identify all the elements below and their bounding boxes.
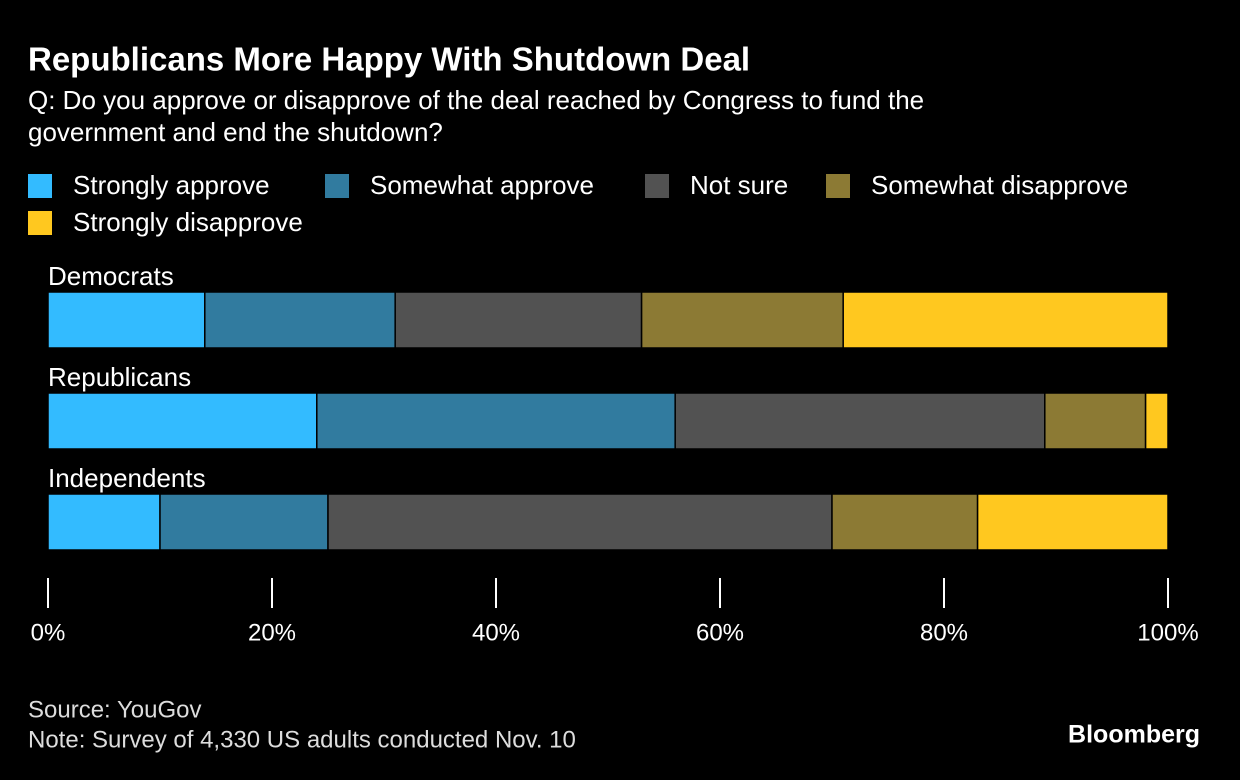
bar-segment — [47, 392, 318, 450]
note: Note: Survey of 4,330 US adults conducte… — [28, 726, 576, 753]
category-label: Republicans — [48, 362, 191, 392]
bar-segment — [204, 291, 396, 349]
subtitle: government and end the shutdown? — [28, 117, 443, 147]
bar-segment — [640, 291, 844, 349]
bar-segment — [47, 493, 161, 551]
bar-segment — [159, 493, 329, 551]
legend-label: Somewhat approve — [370, 170, 594, 200]
bar-segment — [394, 291, 643, 349]
legend-label: Not sure — [690, 170, 788, 200]
bar-segment — [831, 493, 979, 551]
bar-segment — [1144, 392, 1169, 450]
bar-segment — [976, 493, 1169, 551]
legend-label: Strongly disapprove — [73, 207, 303, 237]
bar-segment — [327, 493, 833, 551]
bar-segment — [842, 291, 1169, 349]
legend-swatch — [325, 174, 349, 198]
bar-segment — [47, 291, 206, 349]
chart-title: Republicans More Happy With Shutdown Dea… — [28, 41, 750, 78]
x-tick-label: 80% — [920, 619, 968, 646]
category-label: Independents — [48, 463, 206, 493]
bar-segment — [1044, 392, 1147, 450]
bar-segment — [316, 392, 676, 450]
legend-label: Strongly approve — [73, 170, 270, 200]
legend-swatch — [28, 174, 52, 198]
x-tick-label: 100% — [1137, 619, 1198, 646]
legend-swatch — [826, 174, 850, 198]
brand-logo: Bloomberg — [1068, 721, 1200, 749]
x-tick-label: 20% — [248, 619, 296, 646]
subtitle: Q: Do you approve or disapprove of the d… — [28, 85, 924, 115]
x-tick-label: 40% — [472, 619, 520, 646]
legend-swatch — [645, 174, 669, 198]
legend-swatch — [28, 211, 52, 235]
source: Source: YouGov — [28, 696, 201, 723]
x-tick-label: 60% — [696, 619, 744, 646]
x-tick-label: 0% — [31, 619, 66, 646]
bar-segment — [674, 392, 1046, 450]
legend-label: Somewhat disapprove — [871, 170, 1128, 200]
category-label: Democrats — [48, 261, 174, 291]
